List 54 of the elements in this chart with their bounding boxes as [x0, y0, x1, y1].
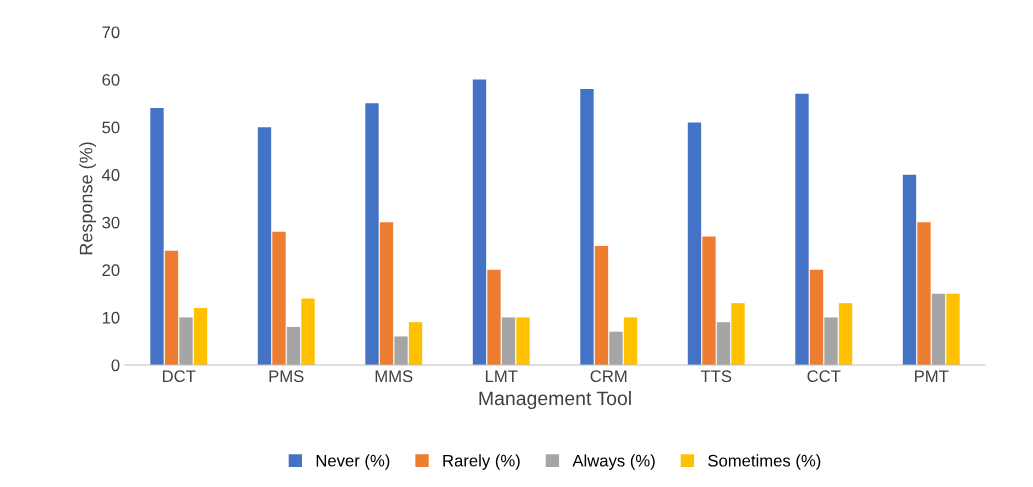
bar — [687, 122, 702, 365]
y-tick-label: 0 — [111, 359, 120, 372]
bar — [917, 222, 931, 365]
legend-label: Rarely (%) — [443, 454, 520, 470]
legend-label: Always (%) — [572, 454, 655, 470]
x-tick-label: DCT — [162, 370, 196, 383]
x-tick-label: TTS — [700, 370, 732, 383]
bar — [408, 322, 423, 365]
bar — [164, 250, 179, 365]
bar — [379, 222, 394, 365]
bar — [193, 307, 208, 365]
x-tick-label: CRM — [590, 370, 627, 383]
bar — [301, 298, 315, 365]
bar — [731, 303, 745, 365]
bar — [623, 317, 638, 365]
x-tick-label: CCT — [807, 370, 841, 383]
bar — [946, 293, 960, 365]
legend-label: Never (%) — [316, 454, 390, 470]
bar — [472, 79, 487, 365]
bar — [902, 174, 917, 365]
x-tick-label: PMS — [269, 370, 304, 383]
bar — [150, 108, 164, 365]
y-tick-label: 10 — [102, 311, 120, 324]
bar — [931, 293, 946, 365]
bar — [809, 269, 824, 365]
y-tick-label: 30 — [102, 216, 120, 229]
x-tick-label: PMT — [915, 370, 949, 382]
y-tick-label: 60 — [102, 73, 120, 86]
y-tick-label: 20 — [102, 264, 120, 277]
bar — [394, 336, 408, 365]
bar — [516, 317, 530, 365]
x-tick-label: MMS — [375, 370, 413, 383]
y-tick-label: 50 — [102, 121, 120, 134]
bar — [795, 93, 809, 365]
bar — [594, 246, 609, 365]
legend-label: Sometimes (%) — [708, 454, 821, 470]
bar — [580, 89, 594, 365]
bar — [286, 326, 301, 365]
x-tick-label: LMT — [485, 370, 518, 382]
y-tick-label: 70 — [102, 26, 120, 39]
bar — [365, 103, 379, 365]
bar — [824, 317, 838, 365]
bar — [609, 331, 623, 365]
y-tick-label: 40 — [101, 169, 120, 181]
y-axis-title: Response (%) — [79, 142, 97, 255]
bar — [272, 231, 286, 365]
bar — [487, 269, 501, 365]
x-axis-title: Management Tool — [479, 390, 631, 410]
bar — [179, 317, 193, 365]
bar — [702, 236, 716, 365]
bar — [257, 127, 272, 365]
bar — [501, 317, 516, 365]
bar — [838, 303, 853, 365]
bar — [716, 322, 731, 365]
